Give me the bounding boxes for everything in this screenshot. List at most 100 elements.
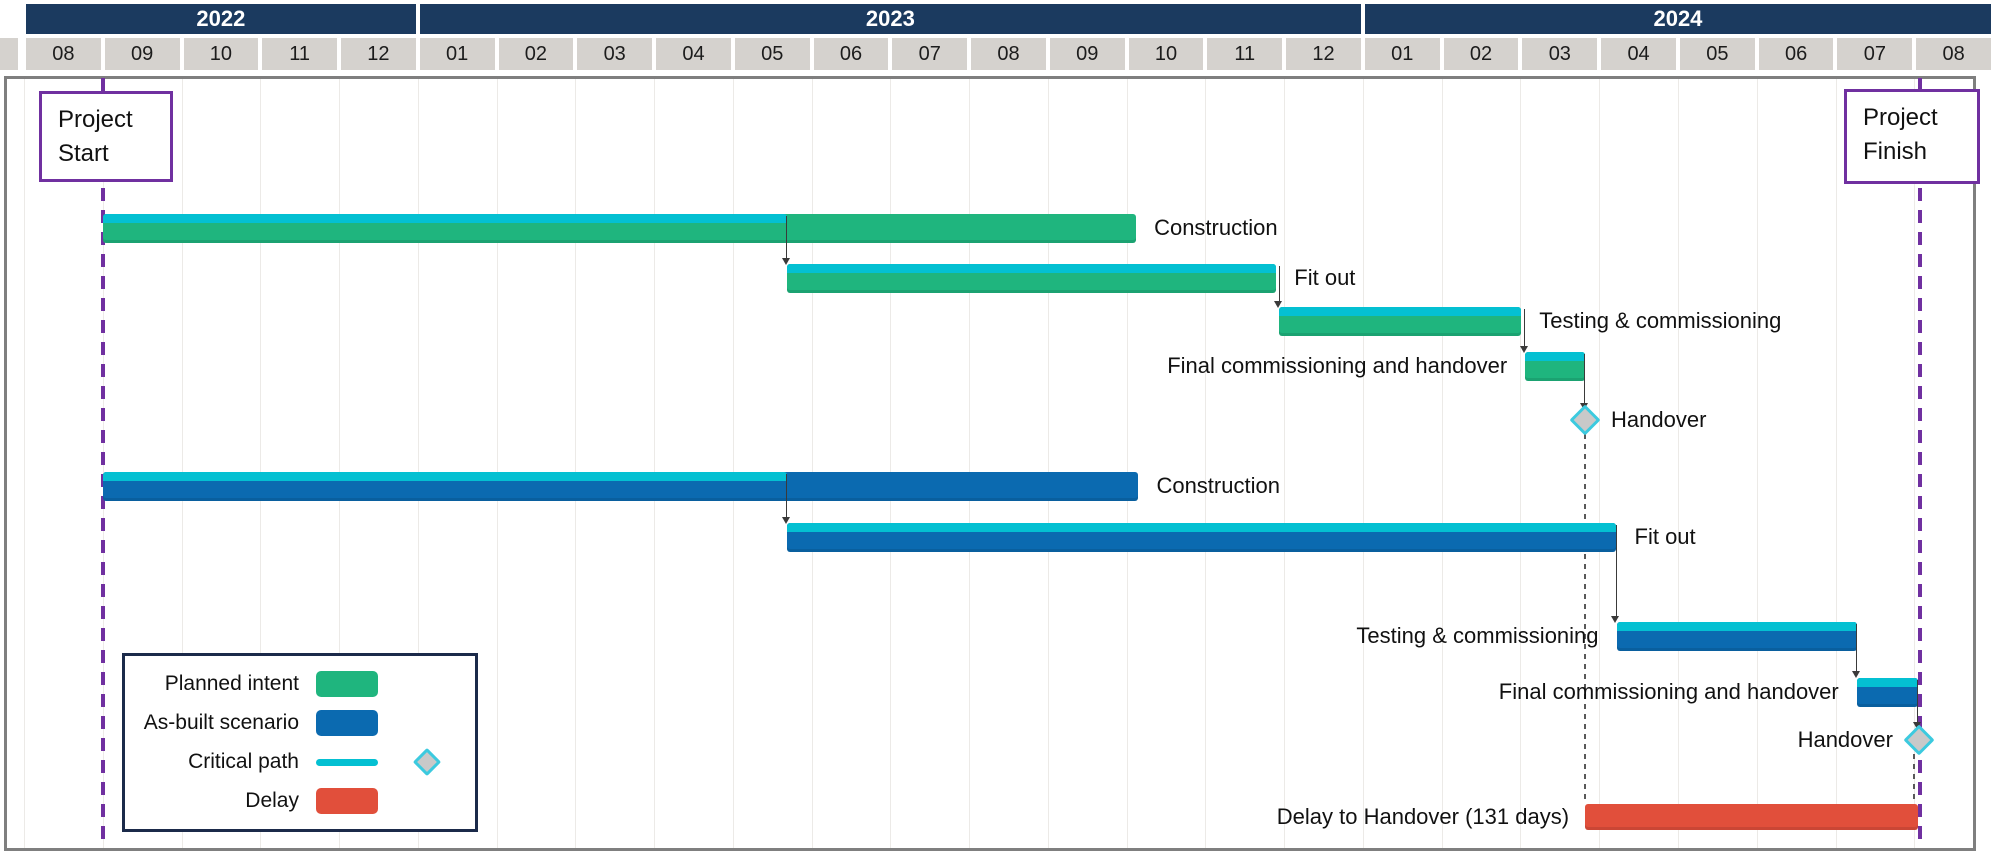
delay-bar bbox=[1585, 804, 1919, 830]
dependency-arrow bbox=[1851, 624, 1860, 678]
month-gridline bbox=[1835, 79, 1837, 848]
task-label-as_built-1: Fit out bbox=[1634, 524, 1696, 549]
legend-critical-path-line bbox=[316, 758, 378, 766]
project-start-label-line2: Start bbox=[58, 140, 109, 167]
critical-path-stripe bbox=[787, 523, 1617, 532]
month-gridline bbox=[1362, 79, 1364, 848]
legend-milestone-diamond-icon bbox=[412, 747, 442, 777]
month-cell-2024-01: 01 bbox=[1364, 38, 1440, 70]
month-cell-2022-12: 12 bbox=[341, 38, 416, 70]
month-cell-2022-08: 08 bbox=[26, 38, 101, 70]
month-gridline bbox=[969, 79, 971, 848]
dependency-arrow bbox=[1274, 266, 1283, 308]
delay-bar-label: Delay to Handover (131 days) bbox=[1276, 804, 1570, 829]
month-cell-2023-05: 05 bbox=[734, 38, 810, 70]
month-gridline bbox=[496, 79, 498, 848]
month-gridline bbox=[260, 79, 262, 848]
month-gridline bbox=[1678, 79, 1679, 848]
dependency-arrow bbox=[781, 474, 790, 524]
month-gridline bbox=[1284, 79, 1286, 848]
task-bar-as_built-0 bbox=[102, 472, 1139, 501]
dependency-arrow bbox=[1519, 309, 1528, 353]
month-gridline bbox=[1756, 79, 1758, 848]
legend-label: Critical path bbox=[188, 750, 299, 774]
asbuilt-handover-drop-line bbox=[1913, 754, 1916, 804]
project-finish-label-line2: Finish bbox=[1863, 138, 1928, 165]
legend-swatch-green bbox=[316, 670, 378, 697]
project-finish-label-line1: Project bbox=[1863, 104, 1938, 131]
month-gridline bbox=[1520, 79, 1522, 848]
month-cell-2023-12: 12 bbox=[1286, 38, 1361, 70]
legend-label: Planned intent bbox=[164, 671, 299, 695]
critical-path-stripe bbox=[102, 472, 788, 481]
critical-path-stripe bbox=[1525, 352, 1586, 361]
year-cell-2023: 2023 bbox=[419, 4, 1361, 34]
project-start-box: Project Start bbox=[39, 91, 173, 182]
legend-swatch-red bbox=[316, 788, 378, 815]
legend-label: Delay bbox=[245, 789, 299, 813]
month-gridline bbox=[732, 79, 734, 848]
task-label-as_built-0: Construction bbox=[1156, 473, 1280, 498]
task-bar-planned-1 bbox=[787, 264, 1277, 293]
task-bar-planned-2 bbox=[1279, 307, 1522, 336]
task-bar-planned-0 bbox=[102, 214, 1137, 243]
month-cell-2023-11: 11 bbox=[1207, 38, 1283, 70]
month-gridline bbox=[1126, 79, 1128, 848]
project-start-label-line1: Project bbox=[58, 106, 133, 133]
project-finish-box: Project Finish bbox=[1844, 89, 1980, 184]
month-gridline bbox=[1205, 79, 1207, 848]
task-label-planned-0: Construction bbox=[1154, 215, 1278, 240]
legend-row-green: Planned intent bbox=[139, 664, 465, 703]
critical-path-stripe bbox=[102, 214, 788, 223]
month-cell-2024-03: 03 bbox=[1522, 38, 1598, 70]
task-label-as_built-2: Testing & commissioning bbox=[1356, 623, 1599, 648]
legend: Planned intent As-built scenario Critical … bbox=[122, 653, 478, 832]
month-gridline bbox=[575, 79, 577, 848]
dependency-arrow bbox=[1611, 525, 1620, 623]
month-gridline bbox=[890, 79, 892, 848]
dependency-arrow bbox=[781, 216, 790, 265]
month-cell-2023-02: 02 bbox=[498, 38, 574, 70]
month-gridline bbox=[24, 79, 25, 848]
month-cell-2023-06: 06 bbox=[813, 38, 889, 70]
year-cell-2022: 2022 bbox=[26, 4, 416, 34]
legend-row-blue: As-built scenario bbox=[139, 703, 465, 742]
year-cell-2024: 2024 bbox=[1364, 4, 1991, 34]
month-cell-2024-07: 07 bbox=[1837, 38, 1913, 70]
critical-path-stripe bbox=[1279, 307, 1522, 316]
month-cell-2023-07: 07 bbox=[892, 38, 968, 70]
task-bar-as_built-3 bbox=[1856, 678, 1919, 707]
month-cell-2022-09: 09 bbox=[104, 38, 180, 70]
task-bar-planned-3 bbox=[1525, 352, 1586, 381]
task-bar-as_built-1 bbox=[787, 523, 1617, 552]
month-cell-2023-10: 10 bbox=[1128, 38, 1204, 70]
project-start-line bbox=[100, 78, 105, 848]
month-gridline bbox=[1047, 79, 1049, 848]
task-label-planned-1: Fit out bbox=[1294, 265, 1356, 290]
month-gridline bbox=[339, 79, 340, 848]
task-label-planned-2: Testing & commissioning bbox=[1539, 308, 1782, 333]
legend-swatch-blue bbox=[316, 709, 378, 736]
month-gridline bbox=[654, 79, 656, 848]
critical-path-stripe bbox=[1616, 622, 1857, 631]
month-cell-2022-10: 10 bbox=[183, 38, 259, 70]
month-cell-2024-06: 06 bbox=[1758, 38, 1834, 70]
task-bar-as_built-2 bbox=[1616, 622, 1857, 651]
month-cell-2024-08: 08 bbox=[1916, 38, 1991, 70]
milestone-label-as_built: Handover bbox=[1797, 727, 1893, 752]
legend-row-red: Delay bbox=[139, 782, 465, 821]
critical-path-stripe bbox=[1856, 678, 1919, 687]
critical-path-stripe bbox=[787, 264, 1277, 273]
month-gridline bbox=[1914, 79, 1916, 848]
task-label-as_built-3: Final commissioning and handover bbox=[1498, 679, 1839, 704]
legend-label: As-built scenario bbox=[143, 710, 299, 734]
dependency-arrow bbox=[1579, 354, 1588, 410]
project-finish-line bbox=[1917, 78, 1922, 848]
month-cell-2024-04: 04 bbox=[1601, 38, 1676, 70]
month-cell-2024-05: 05 bbox=[1679, 38, 1755, 70]
month-gridline bbox=[811, 79, 813, 848]
month-gridline bbox=[181, 79, 183, 848]
month-cell-2023-04: 04 bbox=[656, 38, 731, 70]
milestone-label-planned: Handover bbox=[1611, 407, 1707, 432]
